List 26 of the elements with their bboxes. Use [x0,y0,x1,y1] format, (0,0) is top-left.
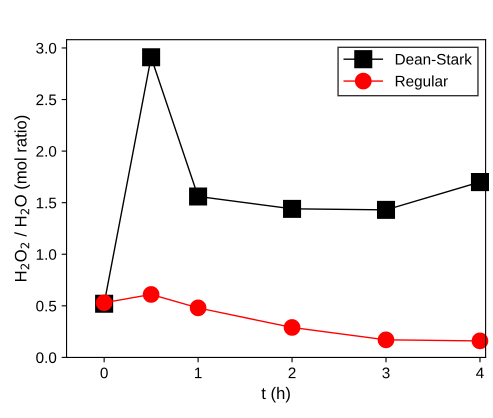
point [189,187,208,206]
x-axis-title: t (h) [262,386,290,402]
y-tick-label: 2.0 [36,146,56,157]
point [470,173,489,192]
y-tick-label: 0.5 [36,300,56,312]
point [283,200,302,218]
y-axis-title: H$_{2}$O$_{2}$ / H$_{2}$O (mol ratio) [14,116,30,282]
x-tick-label: 2 [288,368,296,378]
point [472,332,488,350]
point [284,319,300,336]
legend-label: Dean-Stark [396,53,472,65]
point [190,300,206,316]
point [142,286,160,303]
x-tick-label: 1 [195,368,202,378]
x-tick-label: 0 [100,368,108,378]
y-tick-label: 0.0 [36,352,56,364]
y-tick-label: 3.0 [36,42,56,54]
legend-label: Regular [396,75,448,90]
point [378,332,394,348]
x-tick-label: 4 [476,368,484,378]
y-tick-label: 2.5 [36,94,56,106]
x-tick-label: 3 [382,368,390,378]
point [376,200,396,219]
y-tick-label: 1.5 [36,198,56,208]
y-tick-label: 1.0 [36,249,56,260]
point [142,48,160,66]
